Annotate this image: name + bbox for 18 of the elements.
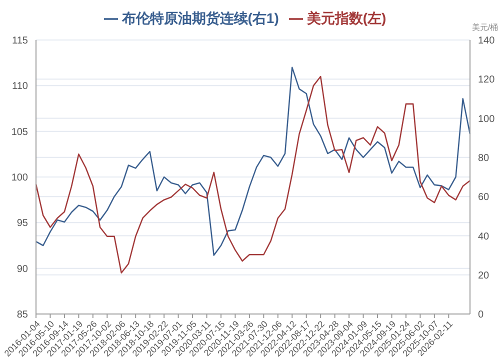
y-tick-label: 95 bbox=[16, 218, 28, 230]
y2-axis-title: 美元/桶 bbox=[472, 23, 498, 32]
y2-tick-label: 20 bbox=[478, 270, 490, 282]
y2-tick-label: 60 bbox=[478, 192, 490, 204]
y2-tick-label: 80 bbox=[478, 152, 490, 164]
y2-tick-label: 0 bbox=[478, 310, 484, 321]
y-tick-label: 105 bbox=[11, 126, 28, 138]
y-tick-label: 85 bbox=[16, 310, 28, 321]
y2-tick-label: 40 bbox=[478, 231, 490, 242]
legend-label: 布伦特原油期货连续(右1) bbox=[122, 10, 279, 26]
y2-tick-label: 140 bbox=[478, 36, 496, 47]
y-tick-label: 115 bbox=[12, 36, 28, 47]
y-tick-label: 90 bbox=[16, 264, 28, 275]
y-tick-label: 100 bbox=[11, 172, 28, 184]
y2-tick-label: 100 bbox=[478, 114, 496, 125]
y-tick-label: 110 bbox=[12, 81, 28, 92]
y2-tick-label: 120 bbox=[478, 74, 496, 86]
legend-label: 美元指数(左) bbox=[306, 10, 386, 26]
